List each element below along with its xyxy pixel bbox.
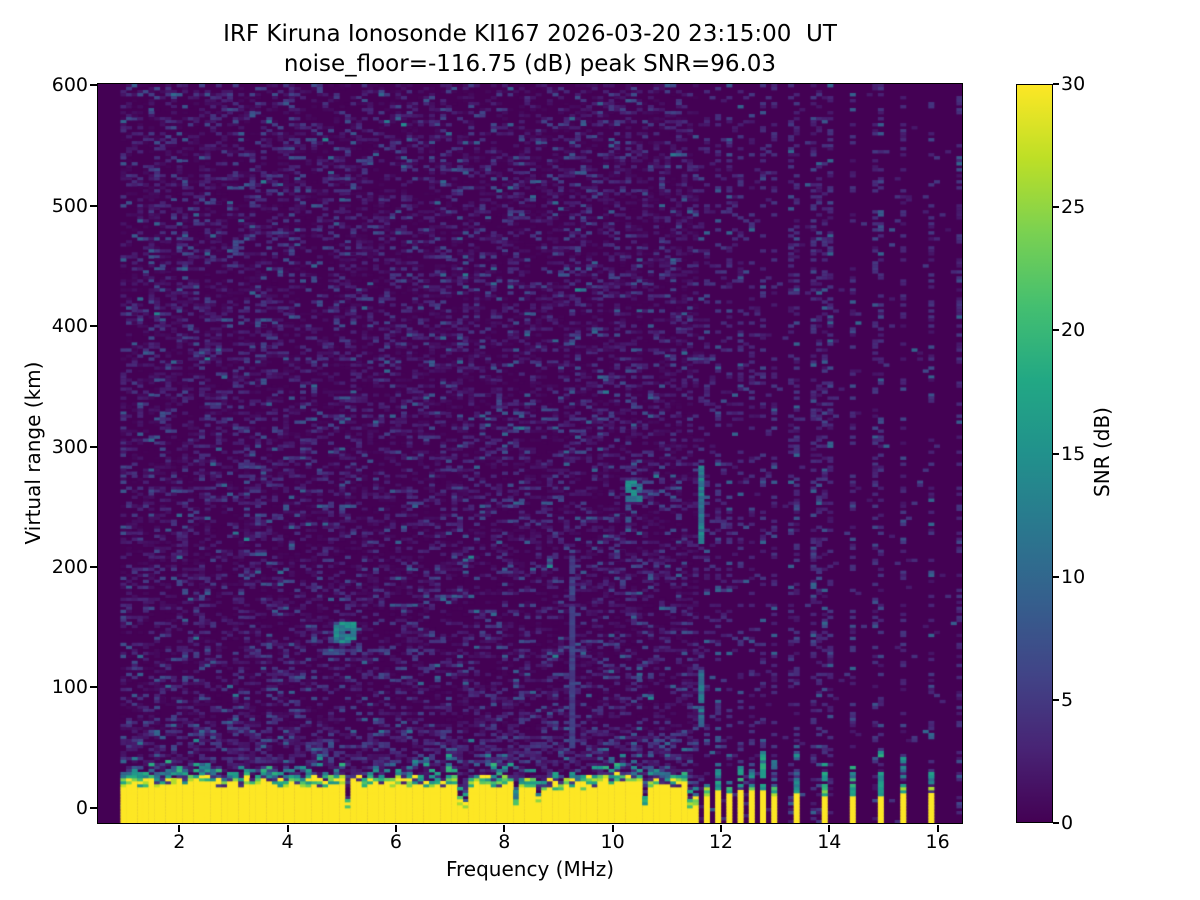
y-tick-label: 200 — [51, 556, 88, 579]
x-tick-label: 12 — [708, 831, 734, 853]
y-tick-mark — [89, 445, 97, 448]
x-tick-label: 14 — [817, 831, 842, 853]
y-tick-label: 100 — [51, 676, 88, 699]
y-tick-mark — [89, 566, 97, 569]
x-tick-label: 8 — [498, 831, 511, 853]
y-tick-label: 500 — [51, 194, 88, 217]
colorbar — [1016, 84, 1053, 823]
y-tick-mark — [89, 686, 97, 689]
x-tick-mark — [394, 824, 397, 832]
colorbar-tick-label: 15 — [1061, 442, 1086, 465]
colorbar-tick-mark — [1053, 452, 1059, 455]
y-tick-label: 0 — [75, 796, 88, 819]
y-tick-mark — [89, 84, 97, 87]
x-tick-label: 16 — [925, 831, 950, 853]
x-tick-mark — [503, 824, 506, 832]
x-tick-label: 2 — [173, 831, 186, 853]
x-tick-mark — [178, 824, 181, 832]
y-tick-label: 600 — [51, 74, 88, 97]
colorbar-tick-label: 5 — [1061, 688, 1074, 711]
plot-title-line1: IRF Kiruna Ionosonde KI167 2026-03-20 23… — [223, 21, 837, 47]
y-tick-mark — [89, 325, 97, 328]
x-tick-mark — [611, 824, 614, 832]
y-tick-mark — [89, 204, 97, 207]
colorbar-label: SNR (dB) — [1090, 407, 1114, 497]
colorbar-tick-mark — [1053, 206, 1059, 209]
y-tick-label: 400 — [51, 315, 88, 338]
colorbar-tick-label: 0 — [1061, 812, 1074, 834]
x-tick-label: 10 — [600, 831, 625, 853]
colorbar-tick-label: 10 — [1061, 565, 1086, 588]
x-tick-mark — [719, 824, 722, 832]
x-tick-mark — [828, 824, 831, 832]
y-tick-mark — [89, 806, 97, 809]
colorbar-tick-mark — [1053, 698, 1059, 701]
y-tick-label: 300 — [51, 435, 88, 458]
x-tick-mark — [936, 824, 939, 832]
colorbar-tick-label: 30 — [1061, 73, 1086, 95]
colorbar-tick-mark — [1053, 575, 1059, 578]
colorbar-tick-label: 20 — [1061, 319, 1086, 342]
colorbar-tick-mark — [1053, 822, 1059, 824]
plot-title-line2: noise_floor=-116.75 (dB) peak SNR=96.03 — [283, 51, 777, 77]
colorbar-tick-mark — [1053, 329, 1059, 332]
colorbar-tick-mark — [1053, 83, 1059, 85]
colorbar-tick-label: 25 — [1061, 196, 1086, 219]
x-axis-label: Frequency (MHz) — [445, 857, 615, 881]
x-tick-mark — [286, 824, 289, 832]
ionogram-heatmap — [98, 84, 962, 823]
x-tick-label: 6 — [389, 831, 402, 853]
x-tick-label: 4 — [281, 831, 294, 853]
